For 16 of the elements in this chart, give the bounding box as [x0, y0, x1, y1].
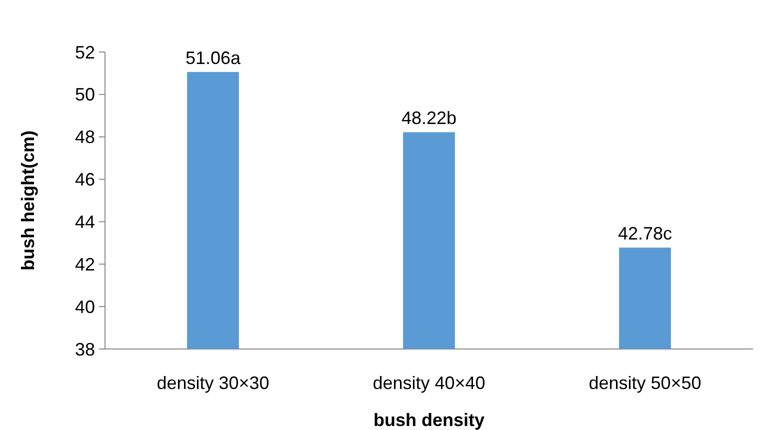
y-tick-label: 50 [74, 84, 95, 105]
data-label: 42.78c [618, 224, 672, 244]
data-label: 48.22b [401, 108, 457, 128]
y-tick-label: 48 [74, 127, 95, 148]
y-tick-label: 40 [74, 296, 95, 317]
y-tick-label: 38 [74, 339, 95, 360]
x-tick-label: density 40×40 [372, 373, 486, 393]
y-tick-label: 44 [74, 212, 95, 232]
y-tick-label: 42 [74, 254, 95, 274]
y-tick-label: 46 [74, 170, 95, 190]
x-tick-label: density 30×30 [156, 373, 270, 393]
x-tick-label: density 50×50 [588, 373, 702, 393]
x-axis-title: bush density [373, 410, 485, 430]
y-tick-label: 52 [74, 42, 95, 62]
data-label: 51.06a [185, 48, 242, 68]
y-axis-title: bush height(cm) [18, 130, 38, 270]
